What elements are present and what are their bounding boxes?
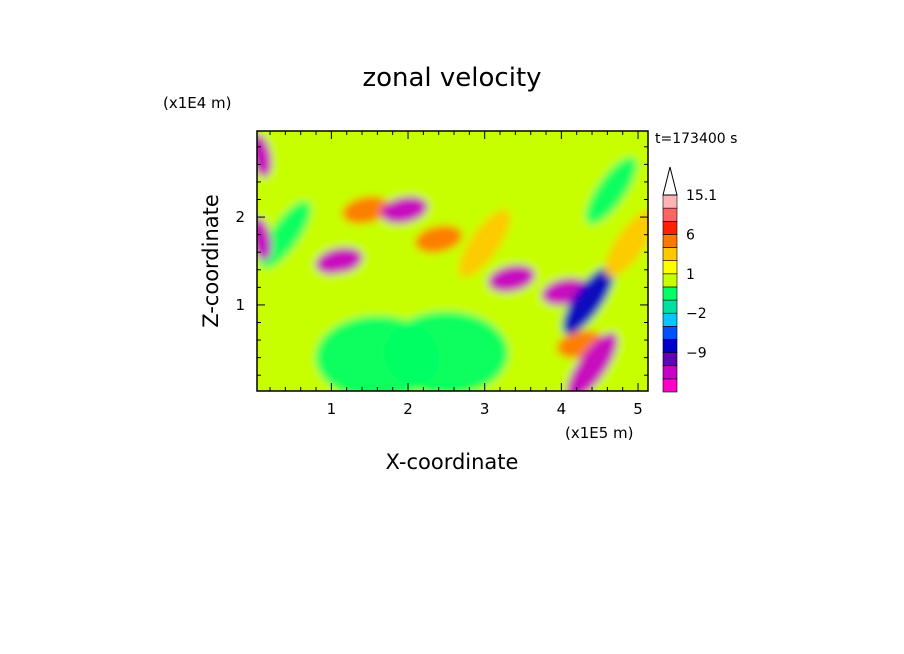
x-tick-label: 5 [633, 400, 643, 418]
field-feature-blue-cell [380, 196, 428, 224]
y-axis-label: Z-coordinate [199, 194, 223, 328]
field-feature-orange-band [459, 209, 511, 278]
field-feature-orange-cell [342, 196, 390, 224]
x-axis-label: X-coordinate [386, 450, 519, 474]
field-feature-green-band [585, 156, 637, 225]
colorbar-label: 1 [686, 267, 695, 283]
field-feature-blue-band [566, 332, 618, 391]
colorbar-label: −2 [686, 306, 707, 322]
field-feature-blue-cell [487, 264, 536, 293]
colorbar-segment [662, 352, 678, 367]
x-tick-label: 4 [557, 400, 567, 418]
y-axis: 12 [235, 146, 648, 376]
field-feature-blue-edge [257, 217, 272, 261]
y-tick-label: 1 [235, 296, 245, 314]
field-feature-blue-edge [257, 133, 272, 178]
field-feature-orange-cell [415, 225, 463, 253]
field-feature-blue-cell [315, 247, 363, 275]
colorbar: 15.1 6 1 −2 −9 [662, 166, 717, 393]
chart-title: zonal velocity [362, 63, 541, 93]
colorbar-segment [662, 378, 678, 393]
colorbar-segment [662, 286, 678, 301]
colorbar-segment [662, 365, 678, 380]
x-tick-label: 1 [327, 400, 337, 418]
colorbar-segment [662, 247, 678, 261]
colorbar-segment [662, 273, 678, 288]
plot-area [256, 130, 649, 392]
field-feature-green-band [259, 200, 312, 269]
velocity-field [257, 131, 648, 391]
y-axis-unit: (x1E4 m) [163, 94, 232, 112]
y-tick-label: 2 [235, 208, 245, 226]
field-feature-orange-band [604, 209, 648, 278]
colorbar-segment [662, 312, 678, 327]
x-tick-label: 3 [480, 400, 490, 418]
colorbar-label: 6 [686, 227, 695, 243]
colorbar-segment [662, 260, 678, 275]
colorbar-label: 15.1 [686, 188, 717, 204]
plot-frame [256, 130, 649, 392]
colorbar-segment [662, 339, 678, 353]
colorbar-segment [662, 207, 678, 222]
x-axis-unit: (x1E5 m) [565, 424, 634, 442]
colorbar-extend-arrow [662, 166, 678, 196]
colorbar-label: −9 [686, 346, 707, 362]
colorbar-segment [662, 194, 678, 209]
colorbar-segment [662, 234, 678, 248]
field-feature-blue-band [562, 266, 614, 335]
colorbar-segment [662, 220, 678, 235]
field-feature-green-region [384, 311, 509, 391]
x-tick-label: 2 [403, 400, 413, 418]
time-label: t=173400 s [655, 131, 737, 147]
colorbar-segment [662, 299, 678, 314]
x-axis: 1 2 3 4 5 [269, 131, 643, 418]
colorbar-segment [662, 326, 678, 340]
